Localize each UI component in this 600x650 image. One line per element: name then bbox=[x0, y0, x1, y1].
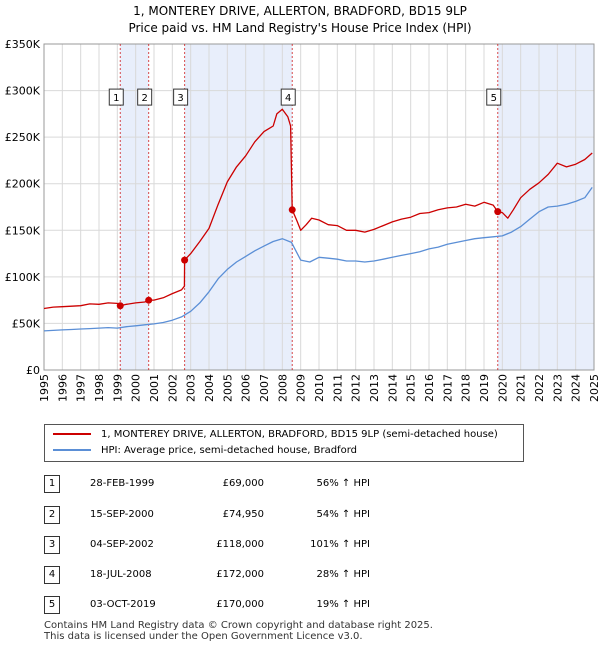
hpi-line bbox=[43, 187, 593, 332]
transaction-row: 5 03-OCT-2019 £170,000 19% ↑ HPI bbox=[0, 596, 600, 614]
footer-copyright: Contains HM Land Registry data © Crown c… bbox=[44, 620, 433, 631]
x-tick-label: 1996 bbox=[56, 374, 69, 402]
footer-licence: This data is licensed under the Open Gov… bbox=[44, 631, 363, 642]
x-tick-label: 2002 bbox=[166, 374, 179, 402]
sale-marker-box bbox=[137, 88, 153, 106]
x-tick-label: 1995 bbox=[38, 374, 51, 402]
x-tick-label: 2003 bbox=[185, 374, 198, 402]
transaction-price: £172,000 bbox=[216, 569, 264, 580]
x-tick-label: 2001 bbox=[148, 374, 161, 402]
x-tick-label: 1998 bbox=[93, 374, 106, 402]
transaction-row: 3 04-SEP-2002 £118,000 101% ↑ HPI bbox=[0, 536, 600, 554]
y-tick-label: £350K bbox=[5, 38, 41, 51]
x-tick-label: 2004 bbox=[203, 374, 216, 402]
x-tick-label: 2010 bbox=[313, 374, 326, 402]
shaded-period bbox=[184, 44, 293, 370]
transaction-price: £74,950 bbox=[222, 509, 264, 520]
x-tick-label: 2019 bbox=[478, 374, 491, 402]
sale-marker-label: 1 bbox=[113, 93, 119, 104]
y-tick-label: £200K bbox=[5, 178, 41, 191]
x-tick-label: 2005 bbox=[221, 374, 234, 402]
plot-frame bbox=[43, 43, 595, 371]
x-tick-label: 2023 bbox=[551, 374, 564, 402]
transaction-date: 15-SEP-2000 bbox=[90, 509, 154, 520]
transaction-number-badge: 2 bbox=[44, 506, 60, 524]
y-tick-label: £50K bbox=[12, 317, 41, 330]
x-tick-label: 2025 bbox=[588, 374, 600, 402]
transaction-row: 4 18-JUL-2008 £172,000 28% ↑ HPI bbox=[0, 566, 600, 584]
transaction-date: 28-FEB-1999 bbox=[90, 478, 155, 489]
x-tick-label: 2014 bbox=[386, 374, 399, 402]
shaded-period bbox=[497, 44, 594, 370]
legend-item-hpi: HPI: Average price, semi-detached house,… bbox=[53, 443, 357, 459]
transaction-price: £69,000 bbox=[222, 478, 264, 489]
x-tick-label: 2008 bbox=[276, 374, 289, 402]
transaction-date: 18-JUL-2008 bbox=[90, 569, 152, 580]
sale-point bbox=[494, 208, 502, 216]
x-tick-label: 2012 bbox=[350, 374, 363, 402]
transaction-price: £118,000 bbox=[216, 539, 264, 550]
transaction-hpi-change: 101% ↑ HPI bbox=[310, 539, 370, 550]
x-tick-label: 2009 bbox=[295, 374, 308, 402]
legend-swatch-property bbox=[53, 433, 91, 435]
transaction-row: 2 15-SEP-2000 £74,950 54% ↑ HPI bbox=[0, 506, 600, 524]
legend-item-property: 1, MONTEREY DRIVE, ALLERTON, BRADFORD, B… bbox=[53, 427, 498, 443]
y-tick-label: £0 bbox=[26, 364, 40, 377]
sale-point bbox=[181, 256, 189, 264]
x-tick-label: 2011 bbox=[331, 374, 344, 402]
transaction-hpi-change: 54% ↑ HPI bbox=[316, 509, 370, 520]
sale-marker-box bbox=[486, 88, 502, 106]
x-tick-label: 2020 bbox=[496, 374, 509, 402]
sale-marker-label: 3 bbox=[177, 93, 183, 104]
transaction-row: 1 28-FEB-1999 £69,000 56% ↑ HPI bbox=[0, 475, 600, 493]
transaction-number-badge: 5 bbox=[44, 596, 60, 614]
x-tick-label: 2024 bbox=[570, 374, 583, 402]
sale-marker-label: 2 bbox=[141, 93, 147, 104]
sale-marker-label: 4 bbox=[285, 93, 291, 104]
x-tick-label: 2015 bbox=[405, 374, 418, 402]
sale-point bbox=[116, 302, 124, 310]
sale-marker-box bbox=[173, 88, 189, 106]
sale-point bbox=[145, 296, 153, 304]
transaction-date: 03-OCT-2019 bbox=[90, 599, 156, 610]
x-tick-label: 1999 bbox=[111, 374, 124, 402]
x-tick-label: 2017 bbox=[441, 374, 454, 402]
footer-notice: Contains HM Land Registry data © Crown c… bbox=[44, 620, 433, 642]
sale-marker-label: 5 bbox=[491, 93, 497, 104]
x-tick-label: 2007 bbox=[258, 374, 271, 402]
x-tick-label: 2021 bbox=[515, 374, 528, 402]
chart-title: 1, MONTEREY DRIVE, ALLERTON, BRADFORD, B… bbox=[133, 4, 467, 18]
x-tick-label: 2000 bbox=[130, 374, 143, 402]
chart-legend: 1, MONTEREY DRIVE, ALLERTON, BRADFORD, B… bbox=[44, 424, 524, 462]
transaction-date: 04-SEP-2002 bbox=[90, 539, 154, 550]
transaction-price: £170,000 bbox=[216, 599, 264, 610]
x-tick-label: 2006 bbox=[240, 374, 253, 402]
sale-point bbox=[288, 206, 296, 214]
y-tick-label: £150K bbox=[5, 224, 41, 237]
legend-swatch-hpi bbox=[53, 449, 91, 451]
sale-marker-box bbox=[280, 88, 296, 106]
x-tick-label: 2018 bbox=[460, 374, 473, 402]
legend-label-property: 1, MONTEREY DRIVE, ALLERTON, BRADFORD, B… bbox=[101, 429, 498, 440]
transaction-number-badge: 3 bbox=[44, 536, 60, 554]
transaction-hpi-change: 19% ↑ HPI bbox=[316, 599, 370, 610]
x-tick-label: 2022 bbox=[533, 374, 546, 402]
x-tick-label: 1997 bbox=[75, 374, 88, 402]
transaction-hpi-change: 56% ↑ HPI bbox=[316, 478, 370, 489]
x-tick-label: 2016 bbox=[423, 374, 436, 402]
price-chart: £0 £50K £100K £150K £200K £250K £300K £350K 1995… bbox=[5, 38, 600, 402]
y-tick-label: £300K bbox=[5, 85, 41, 98]
y-tick-label: £100K bbox=[5, 271, 41, 284]
transaction-number-badge: 1 bbox=[44, 475, 60, 493]
transaction-number-badge: 4 bbox=[44, 566, 60, 584]
transaction-hpi-change: 28% ↑ HPI bbox=[316, 569, 370, 580]
x-tick-label: 2013 bbox=[368, 374, 381, 402]
legend-label-hpi: HPI: Average price, semi-detached house,… bbox=[101, 445, 357, 456]
y-tick-label: £250K bbox=[5, 131, 41, 144]
chart-subtitle: Price paid vs. HM Land Registry's House … bbox=[128, 21, 472, 35]
sale-marker-box bbox=[108, 88, 124, 106]
